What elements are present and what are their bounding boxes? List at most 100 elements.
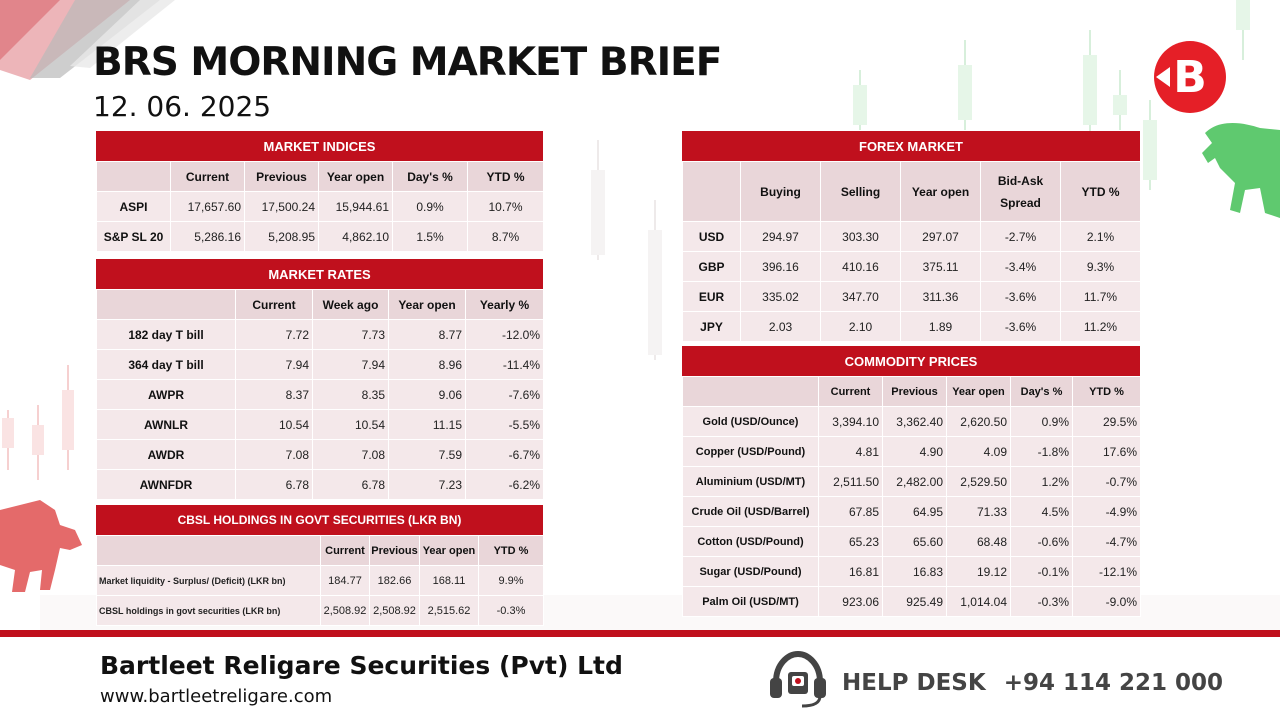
cell: -7.6%: [465, 379, 544, 410]
row-label: 182 day T bill: [96, 319, 236, 350]
cell: -1.8%: [1010, 436, 1073, 467]
cell: 6.78: [312, 469, 389, 500]
cell: 7.23: [388, 469, 466, 500]
svg-text:B: B: [1173, 52, 1207, 103]
column-header: Previous: [882, 376, 947, 407]
cell: 64.95: [882, 496, 947, 527]
row-label: AWNFDR: [96, 469, 236, 500]
cell: 9.06: [388, 379, 466, 410]
table-row: Aluminium (USD/MT) 2,511.50 2,482.00 2,5…: [682, 466, 1141, 497]
row-label: Copper (USD/Pound): [682, 436, 819, 467]
market-indices-panel: MARKET INDICES Current Previous Year ope…: [96, 131, 544, 252]
row-label: EUR: [682, 281, 741, 312]
column-header: YTD %: [467, 161, 544, 192]
row-label: CBSL holdings in govt securities (LKR bn…: [96, 595, 321, 626]
cell: 168.11: [419, 565, 479, 596]
column-header: Bid-Ask Spread: [980, 161, 1061, 222]
table-row: AWNLR 10.54 10.54 11.15 -5.5%: [96, 409, 544, 440]
cell: 71.33: [946, 496, 1011, 527]
column-header: Year open: [388, 289, 466, 320]
table-row: EUR 335.02 347.70 311.36 -3.6% 11.7%: [682, 281, 1141, 312]
cell: 335.02: [740, 281, 821, 312]
cell: 347.70: [820, 281, 901, 312]
cell: -11.4%: [465, 349, 544, 380]
cell: 294.97: [740, 221, 821, 252]
forex-market-panel: FOREX MARKET Buying Selling Year open Bi…: [682, 131, 1141, 342]
cell: 2.10: [820, 311, 901, 342]
column-header: Year open: [419, 535, 479, 566]
cell: 925.49: [882, 586, 947, 617]
cell: 8.77: [388, 319, 466, 350]
cell: 9.3%: [1060, 251, 1141, 282]
table-row: Cotton (USD/Pound) 65.23 65.60 68.48 -0.…: [682, 526, 1141, 557]
cell: -0.3%: [478, 595, 544, 626]
cell: -3.6%: [980, 281, 1061, 312]
cell: 7.72: [235, 319, 313, 350]
column-header: Previous: [244, 161, 319, 192]
cell: 68.48: [946, 526, 1011, 557]
bull-icon: [1202, 123, 1280, 218]
cell: 2,620.50: [946, 406, 1011, 437]
cell: 0.9%: [1010, 406, 1073, 437]
company-name: Bartleet Religare Securities (Pvt) Ltd: [100, 651, 623, 680]
column-header: YTD %: [478, 535, 544, 566]
cell: -4.9%: [1072, 496, 1141, 527]
row-label: Sugar (USD/Pound): [682, 556, 819, 587]
cell: 2,529.50: [946, 466, 1011, 497]
cell: 11.2%: [1060, 311, 1141, 342]
cell: -6.7%: [465, 439, 544, 470]
column-header: [96, 535, 321, 566]
cell: 7.94: [235, 349, 313, 380]
cell: 15,944.61: [318, 191, 393, 222]
cell: 17,657.60: [170, 191, 245, 222]
cell: 5,286.16: [170, 221, 245, 252]
row-label: Gold (USD/Ounce): [682, 406, 819, 437]
helpdesk-number[interactable]: +94 114 221 000: [1003, 670, 1224, 696]
column-header: Day's %: [1010, 376, 1073, 407]
cell: 1.2%: [1010, 466, 1073, 497]
table-row: 182 day T bill 7.72 7.73 8.77 -12.0%: [96, 319, 544, 350]
cell: 2,508.92: [369, 595, 420, 626]
cell: 2,511.50: [818, 466, 883, 497]
cell: 1.5%: [392, 221, 468, 252]
column-header: Week ago: [312, 289, 389, 320]
table-row: USD 294.97 303.30 297.07 -2.7% 2.1%: [682, 221, 1141, 252]
footer-divider: [0, 630, 1280, 637]
cell: -3.4%: [980, 251, 1061, 282]
table-row: AWDR 7.08 7.08 7.59 -6.7%: [96, 439, 544, 470]
row-label: Cotton (USD/Pound): [682, 526, 819, 557]
cell: 4.90: [882, 436, 947, 467]
report-date: 12. 06. 2025: [93, 90, 272, 123]
cell: 8.96: [388, 349, 466, 380]
table-row: S&P SL 20 5,286.16 5,208.95 4,862.10 1.5…: [96, 221, 544, 252]
table-row: AWNFDR 6.78 6.78 7.23 -6.2%: [96, 469, 544, 500]
cell: 1,014.04: [946, 586, 1011, 617]
cell: -6.2%: [465, 469, 544, 500]
column-header: Current: [818, 376, 883, 407]
table-row: CBSL holdings in govt securities (LKR bn…: [96, 595, 544, 626]
cell: 8.7%: [467, 221, 544, 252]
headset-icon: [770, 650, 826, 708]
cell: 4.09: [946, 436, 1011, 467]
cell: -0.7%: [1072, 466, 1141, 497]
row-label: ASPI: [96, 191, 171, 222]
column-header: Year open: [946, 376, 1011, 407]
website-link[interactable]: www.bartleetreligare.com: [100, 686, 333, 707]
row-label: USD: [682, 221, 741, 252]
footer: [0, 637, 1280, 720]
forex-market-table: Buying Selling Year open Bid-Ask Spread …: [682, 161, 1141, 342]
cell: -0.6%: [1010, 526, 1073, 557]
cell: 7.08: [235, 439, 313, 470]
column-header: [96, 289, 236, 320]
column-header: [96, 161, 171, 192]
column-header: [682, 376, 819, 407]
cell: 8.37: [235, 379, 313, 410]
cell: -12.1%: [1072, 556, 1141, 587]
cell: -0.1%: [1010, 556, 1073, 587]
cell: -0.3%: [1010, 586, 1073, 617]
commodity-prices-table: Current Previous Year open Day's % YTD %…: [682, 376, 1141, 617]
row-label: Palm Oil (USD/MT): [682, 586, 819, 617]
cell: 6.78: [235, 469, 313, 500]
cell: 3,362.40: [882, 406, 947, 437]
cell: 303.30: [820, 221, 901, 252]
